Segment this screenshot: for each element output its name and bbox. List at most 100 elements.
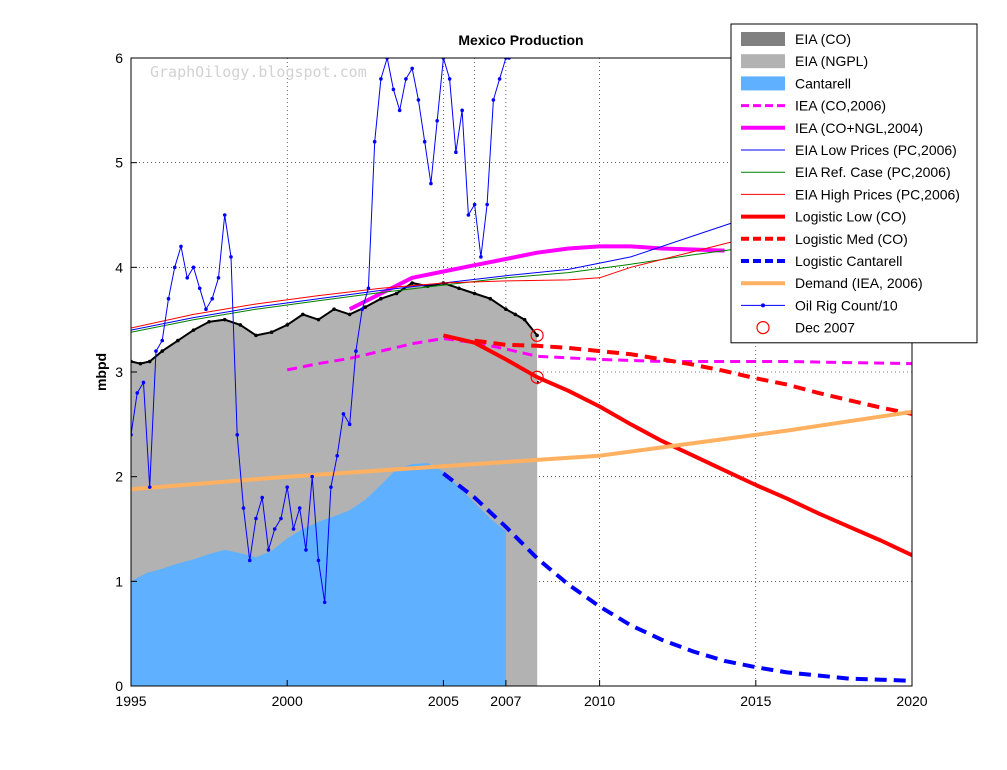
series-oil-rig-count-10-point (229, 255, 233, 259)
series-eia-ngpl-point (160, 349, 165, 353)
series-dec-2007-marker (530, 328, 544, 342)
series-oil-rig-count-10-point (166, 296, 171, 301)
series-eia-ngpl-point (379, 296, 383, 301)
series-oil-rig-count-10-point (479, 255, 483, 259)
legend-dec-2007-label: Dec 2007 (795, 320, 855, 336)
legend-iea-co-ngl-2004-label: IEA (CO+NGL,2004) (795, 120, 923, 136)
series-oil-rig-count-10-point (147, 485, 152, 489)
series-oil-rig-count-10-point (447, 77, 452, 81)
y-tick-label-3: 3 (115, 364, 123, 380)
series-oil-rig-count-10-point (291, 527, 296, 531)
series-oil-rig-count-10-point (185, 276, 190, 280)
series-oil-rig-count-10-point (154, 349, 158, 353)
legend-logistic-cantarell-label: Logistic Cantarell (795, 253, 902, 269)
series-eia-ngpl-point (316, 317, 321, 322)
legend-oil-rig-count-10-swatch-dot (761, 303, 765, 308)
series-oil-rig-count-10-line (131, 58, 509, 603)
series-oil-rig-count-10-point (179, 244, 183, 249)
series-oil-rig-count-10-point (491, 98, 496, 102)
series-oil-rig-count-10-point (429, 181, 433, 186)
y-tick-label-2: 2 (115, 469, 123, 485)
series-logistic-cantarell-line (442, 471, 912, 683)
series-eia-ngpl-point (254, 333, 258, 338)
series-oil-rig-count-10-point (472, 202, 477, 207)
series-oil-rig-count-10-point (391, 87, 396, 92)
series-iea-co-ngl-2004-line (348, 244, 725, 311)
series-oil-rig-count-10-point (216, 276, 221, 280)
series-oil-rig-count-10-point (416, 98, 421, 102)
series-oil-rig-count-10-point (160, 338, 165, 343)
series-oil-rig-count-10-point (322, 600, 327, 605)
series-oil-rig-count-10-point (485, 202, 489, 207)
series-eia-ngpl-point (222, 317, 227, 322)
series-oil-rig-count-10-point (254, 516, 258, 521)
x-tick-label-2015: 2015 (740, 693, 771, 709)
series-eia-ngpl-point (457, 286, 461, 291)
series-layer (131, 58, 912, 686)
series-oil-rig-count-10-point (316, 558, 321, 563)
series-oil-rig-count-10-point (410, 66, 414, 71)
series-dec-2007-marker (530, 370, 544, 384)
legend-demand-iea-2006-label: Demand (IEA, 2006) (795, 275, 923, 291)
series-oil-rig-count-10-point (141, 380, 146, 385)
series-oil-rig-count-10-point (279, 516, 283, 521)
legend-cantarell-label: Cantarell (795, 75, 851, 91)
x-tick-label-2020: 2020 (896, 693, 927, 709)
series-oil-rig-count-10-point (204, 307, 208, 312)
series-oil-rig-count-10-point (460, 108, 464, 113)
series-eia-ngpl-point (207, 319, 211, 324)
series-oil-rig-count-10-point (454, 150, 458, 154)
series-eia-ngpl-point (504, 307, 508, 312)
series-eia-ngpl-point (332, 307, 336, 312)
legend-logistic-low-co-label: Logistic Low (CO) (795, 209, 906, 225)
x-tick-label-2007: 2007 (490, 693, 521, 709)
series-oil-rig-count-10-point (372, 139, 377, 144)
x-tick-label-2000: 2000 (272, 693, 303, 709)
series-oil-rig-count-10-point (466, 213, 471, 217)
series-oil-rig-count-10-point (172, 265, 177, 270)
series-oil-rig-count-10-point (404, 77, 408, 81)
series-eia-high-prices-pc-2006-line (131, 219, 819, 329)
y-tick-label-4: 4 (115, 259, 123, 275)
series-eia-ngpl-point (472, 291, 477, 296)
series-cantarell-area (131, 463, 506, 686)
watermark: GraphOilogy.blogspot.com (150, 63, 367, 81)
series-oil-rig-count-10-point (354, 349, 358, 353)
series-eia-ngpl-point (363, 305, 368, 309)
series-oil-rig-count-10-point (310, 474, 314, 479)
legend-dec-2007-swatch (756, 321, 770, 335)
series-oil-rig-count-10-point (422, 139, 427, 144)
series-oil-rig-count-10-point (135, 391, 140, 395)
series-eia-ngpl-point (394, 291, 399, 296)
legend-logistic-med-co-label: Logistic Med (CO) (795, 231, 908, 247)
x-tick-label-2005: 2005 (428, 693, 459, 709)
series-demand-iea-2006-line (131, 409, 912, 492)
series-eia-ngpl-point (522, 317, 527, 322)
series-oil-rig-count-10-point (241, 506, 246, 510)
series-eia-ngpl-point (410, 281, 414, 285)
series-eia-ngpl-point (301, 312, 305, 317)
legend-eia-co-label: EIA (CO) (795, 31, 851, 47)
legend-box (730, 23, 978, 344)
chart-title: Mexico Production (458, 32, 583, 48)
legend-cantarell-swatch (741, 76, 785, 91)
series-iea-co-2006-line (286, 337, 912, 372)
series-oil-rig-count-10-point (379, 77, 383, 81)
series-logistic-low-co-line (442, 333, 912, 558)
series-oil-rig-count-10-point (266, 548, 271, 552)
legend-oil-rig-count-10-label: Oil Rig Count/10 (795, 297, 898, 313)
series-eia-ngpl-point (513, 312, 518, 317)
y-tick-label-5: 5 (115, 155, 123, 171)
series-oil-rig-count-10-point (197, 286, 202, 291)
legend-iea-co-2006-label: IEA (CO,2006) (795, 98, 886, 114)
series-oil-rig-count-10-point (272, 527, 277, 531)
y-axis-label: mbpd (93, 353, 109, 391)
legend: EIA (CO) EIA (NGPL) Cantarell IEA (CO,2006)… (730, 23, 978, 344)
series-logistic-med-co-line (474, 338, 912, 416)
legend-eia-low-prices-pc-2006-label: EIA Low Prices (PC,2006) (795, 142, 957, 158)
series-eia-ngpl-point (535, 333, 539, 338)
series-oil-rig-count-10-point (347, 422, 352, 427)
legend-eia-high-prices-pc-2006-label: EIA High Prices (PC,2006) (795, 186, 960, 202)
x-tick-label-2010: 2010 (584, 693, 615, 709)
y-tick-label-1: 1 (115, 573, 123, 589)
